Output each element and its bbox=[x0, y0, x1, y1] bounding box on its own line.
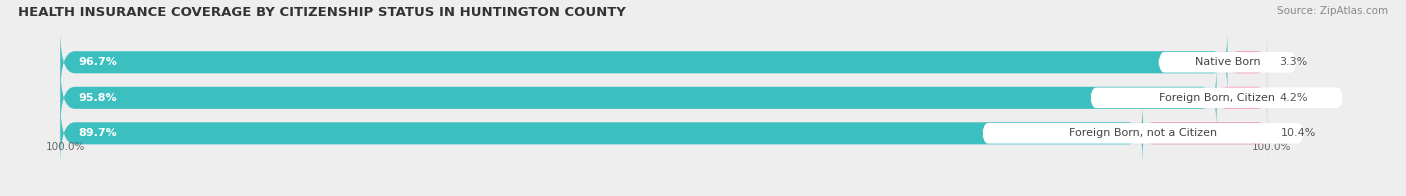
Text: 10.4%: 10.4% bbox=[1281, 128, 1316, 138]
FancyBboxPatch shape bbox=[1159, 52, 1296, 73]
Text: HEALTH INSURANCE COVERAGE BY CITIZENSHIP STATUS IN HUNTINGTON COUNTY: HEALTH INSURANCE COVERAGE BY CITIZENSHIP… bbox=[18, 6, 626, 19]
FancyBboxPatch shape bbox=[60, 31, 1267, 94]
FancyBboxPatch shape bbox=[983, 123, 1303, 144]
FancyBboxPatch shape bbox=[60, 66, 1267, 129]
Text: 3.3%: 3.3% bbox=[1279, 57, 1308, 67]
Text: 95.8%: 95.8% bbox=[79, 93, 117, 103]
Text: Foreign Born, not a Citizen: Foreign Born, not a Citizen bbox=[1069, 128, 1218, 138]
FancyBboxPatch shape bbox=[1143, 116, 1268, 151]
Text: Foreign Born, Citizen: Foreign Born, Citizen bbox=[1159, 93, 1275, 103]
FancyBboxPatch shape bbox=[1227, 45, 1267, 80]
FancyBboxPatch shape bbox=[60, 102, 1143, 165]
FancyBboxPatch shape bbox=[1216, 80, 1267, 115]
Text: 96.7%: 96.7% bbox=[79, 57, 117, 67]
Text: 4.2%: 4.2% bbox=[1279, 93, 1308, 103]
FancyBboxPatch shape bbox=[1090, 88, 1343, 108]
Text: 100.0%: 100.0% bbox=[46, 142, 86, 152]
FancyBboxPatch shape bbox=[60, 66, 1216, 129]
Text: Native Born: Native Born bbox=[1195, 57, 1260, 67]
Text: Source: ZipAtlas.com: Source: ZipAtlas.com bbox=[1277, 6, 1388, 16]
Text: 89.7%: 89.7% bbox=[79, 128, 117, 138]
Text: 100.0%: 100.0% bbox=[1251, 142, 1291, 152]
FancyBboxPatch shape bbox=[60, 102, 1267, 165]
FancyBboxPatch shape bbox=[60, 31, 1227, 94]
